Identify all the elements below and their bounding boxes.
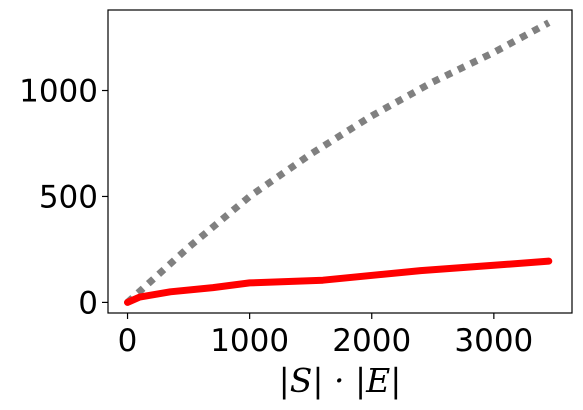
x-tick-label: 0	[118, 323, 138, 359]
y-tick-label: 0	[78, 285, 98, 321]
y-tick-label: 500	[39, 179, 98, 215]
x-tick-label: 1000	[210, 323, 289, 359]
series-line-dotted	[125, 19, 551, 305]
y-axis: 0 500 1000	[19, 74, 108, 321]
x-axis: 0 1000 2000 3000	[118, 313, 533, 359]
y-tick-label: 1000	[19, 74, 98, 110]
plot-frame	[107, 9, 573, 314]
x-axis-title: |S| · |E|	[279, 361, 402, 400]
series-line-solid	[124, 257, 553, 306]
x-tick-label: 3000	[454, 323, 533, 359]
plot-content	[124, 19, 553, 306]
x-tick-label: 2000	[332, 323, 411, 359]
